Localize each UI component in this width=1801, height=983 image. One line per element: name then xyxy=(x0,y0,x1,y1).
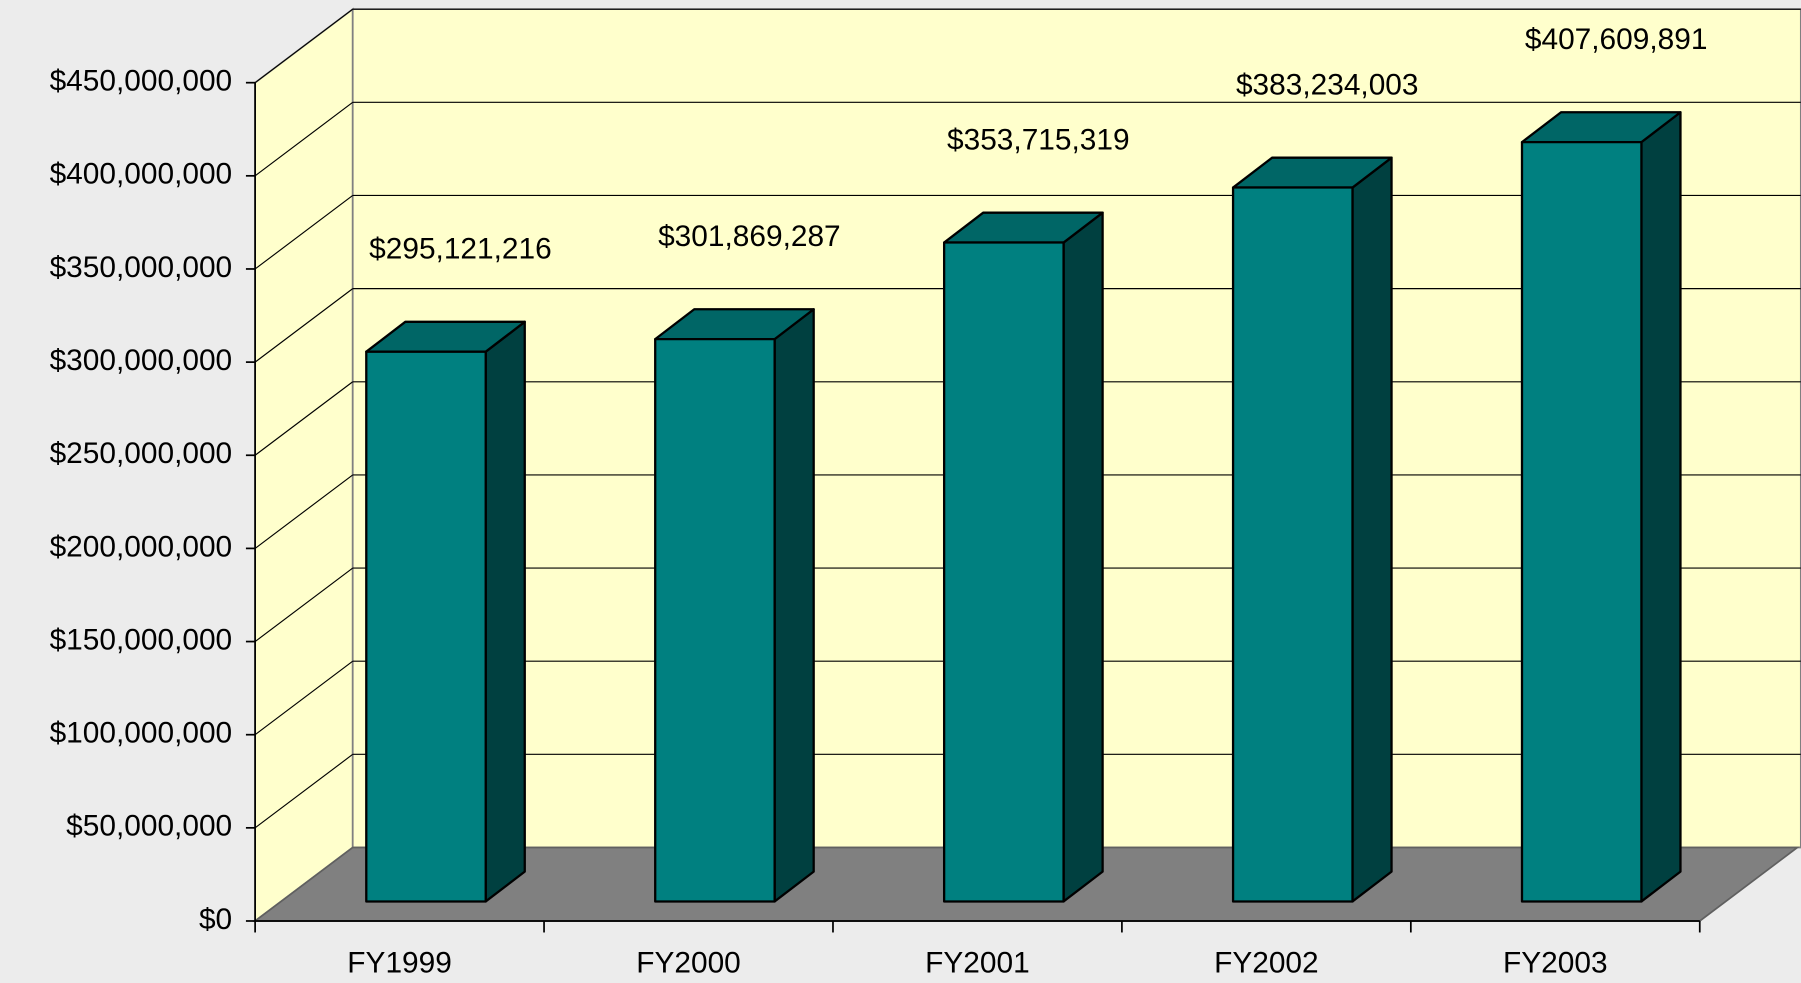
y-tick-label: $350,000,000 xyxy=(50,251,233,284)
bar-side xyxy=(1640,111,1682,903)
data-label: $353,715,319 xyxy=(947,123,1130,156)
x-tick-label: FY2000 xyxy=(636,947,741,980)
x-tick-label: FY1999 xyxy=(347,947,452,980)
grid-line xyxy=(254,288,354,363)
bar-side xyxy=(1351,156,1393,903)
grid-line xyxy=(254,660,354,736)
bar xyxy=(1520,140,1643,903)
bar xyxy=(1231,186,1354,903)
x-tick-label: FY2001 xyxy=(925,947,1030,980)
y-tick-label: $100,000,000 xyxy=(50,717,233,750)
bar-side xyxy=(484,320,526,903)
data-label: $301,869,287 xyxy=(658,220,841,253)
y-tick-label: $400,000,000 xyxy=(50,158,233,191)
y-tick-label: $250,000,000 xyxy=(50,437,233,470)
y-tick-label: $300,000,000 xyxy=(50,344,233,377)
grid-line xyxy=(254,8,354,84)
grid-line xyxy=(254,101,354,177)
y-tick-label: $200,000,000 xyxy=(50,530,233,563)
x-tick-label: FY2002 xyxy=(1214,947,1319,980)
grid-line xyxy=(254,381,354,456)
y-tick-label: $50,000,000 xyxy=(66,810,232,843)
grid-line xyxy=(254,195,354,270)
y-tick-label: $150,000,000 xyxy=(50,623,233,656)
bar xyxy=(654,337,776,903)
bar-side xyxy=(1062,211,1104,903)
x-tick-label: FY2003 xyxy=(1503,947,1608,980)
grid-line xyxy=(254,474,354,549)
bar xyxy=(942,241,1065,903)
grid-line xyxy=(254,753,354,829)
y-tick-label: $0 xyxy=(199,903,232,936)
grid-line xyxy=(254,567,354,643)
bar-side xyxy=(773,308,815,903)
data-label: $383,234,003 xyxy=(1236,68,1419,101)
data-label: $407,609,891 xyxy=(1525,23,1708,56)
y-tick-label: $450,000,000 xyxy=(50,65,233,98)
bar xyxy=(365,350,487,903)
side-wall xyxy=(254,7,354,923)
bars xyxy=(365,111,1682,903)
data-label: $295,121,216 xyxy=(369,233,552,266)
